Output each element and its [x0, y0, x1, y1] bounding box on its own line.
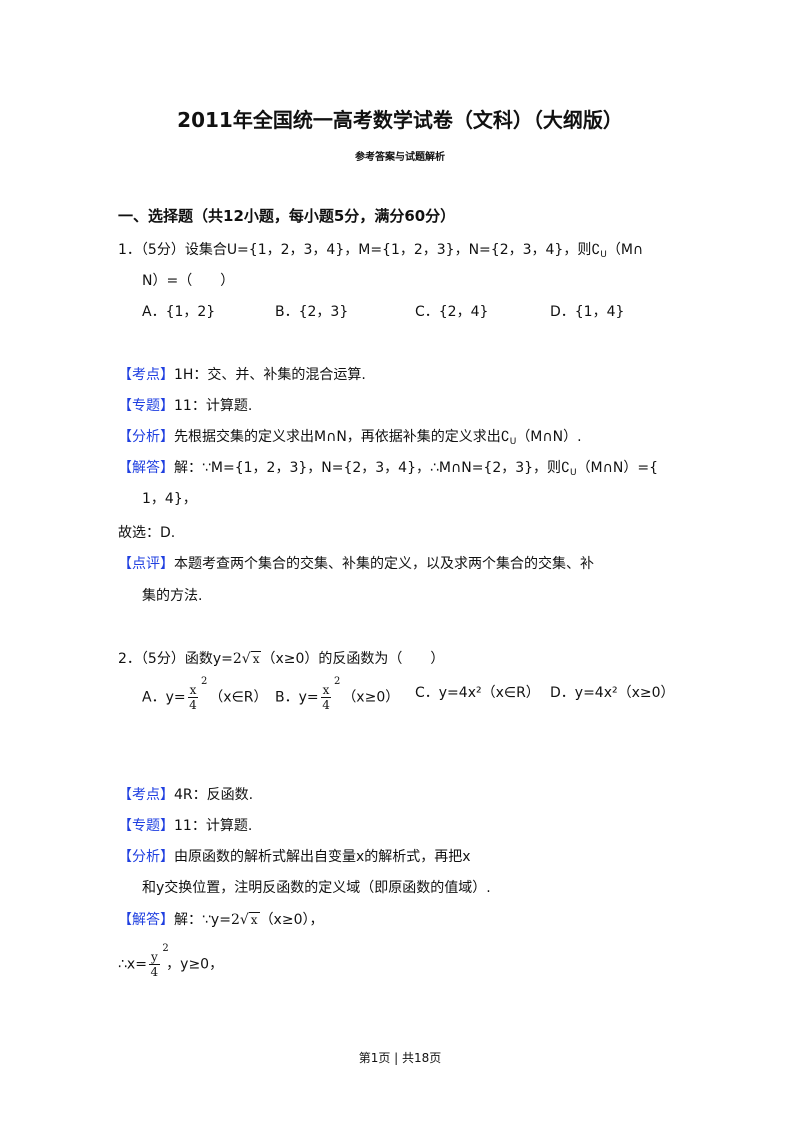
- sqrt-expression: 2√ x: [232, 651, 262, 667]
- q2-kaodian: 【考点】4R：反函数.: [118, 787, 254, 803]
- q1-jieda-cont: 1，4}，: [142, 491, 197, 507]
- page-title: 2011年全国统一高考数学试卷（文科）（大纲版）: [177, 108, 623, 132]
- q2-jieda: 【解答】解：∵y=2√ x （x≥0），: [118, 912, 324, 928]
- q1-option-b: B．{2，3}: [275, 304, 349, 320]
- q2-option-d: D．y=4x²（x≥0）: [550, 685, 675, 701]
- q1-option-c: C．{2，4}: [415, 304, 489, 320]
- q1-zhuanti: 【专题】11：计算题.: [118, 398, 253, 414]
- q2-option-a: A．y= x 4 2 （x∈R）: [142, 676, 268, 712]
- sqrt-expression: 2√ x: [230, 912, 260, 928]
- q1-stem-cont: N）=（ ）: [142, 273, 235, 289]
- section-heading: 一、选择题（共12小题，每小题5分，满分60分）: [118, 207, 456, 225]
- q1-stem: 1．（5分）设集合U={1，2，3，4}，M={1，2，3}，N={2，3，4}…: [118, 242, 644, 260]
- q2-option-c: C．y=4x²（x∈R）: [415, 685, 540, 701]
- q2-option-b: B．y= x 4 2 （x≥0）: [275, 676, 400, 712]
- q1-dianping-cont: 集的方法.: [142, 588, 203, 604]
- q2-result: ∴x= y 4 2 ，y≥0，: [118, 943, 224, 979]
- q1-option-a: A．{1，2}: [142, 304, 216, 320]
- q2-fenxi-cont: 和y交换位置，注明反函数的定义域（即原函数的值域）.: [142, 880, 491, 896]
- q1-option-d: D．{1，4}: [550, 304, 625, 320]
- page-footer: 第1页 | 共18页: [358, 1051, 442, 1065]
- q1-dianping: 【点评】本题考查两个集合的交集、补集的定义，以及求两个集合的交集、补: [118, 556, 594, 572]
- q2-zhuanti: 【专题】11：计算题.: [118, 818, 253, 834]
- q2-stem: 2．（5分）函数y=2√ x （x≥0）的反函数为（ ）: [118, 651, 445, 667]
- q1-answer: 故选：D.: [118, 525, 176, 541]
- q1-jieda: 【解答】解：∵M={1，2，3}，N={2，3，4}，∴M∩N={2，3}，则∁…: [118, 460, 658, 478]
- q2-fenxi: 【分析】由原函数的解析式解出自变量x的解析式，再把x: [118, 849, 471, 865]
- q1-kaodian: 【考点】1H：交、并、补集的混合运算.: [118, 367, 366, 383]
- page-subtitle: 参考答案与试题解析: [355, 152, 445, 163]
- q1-fenxi: 【分析】先根据交集的定义求出M∩N，再依据补集的定义求出∁U（M∩N）.: [118, 429, 582, 447]
